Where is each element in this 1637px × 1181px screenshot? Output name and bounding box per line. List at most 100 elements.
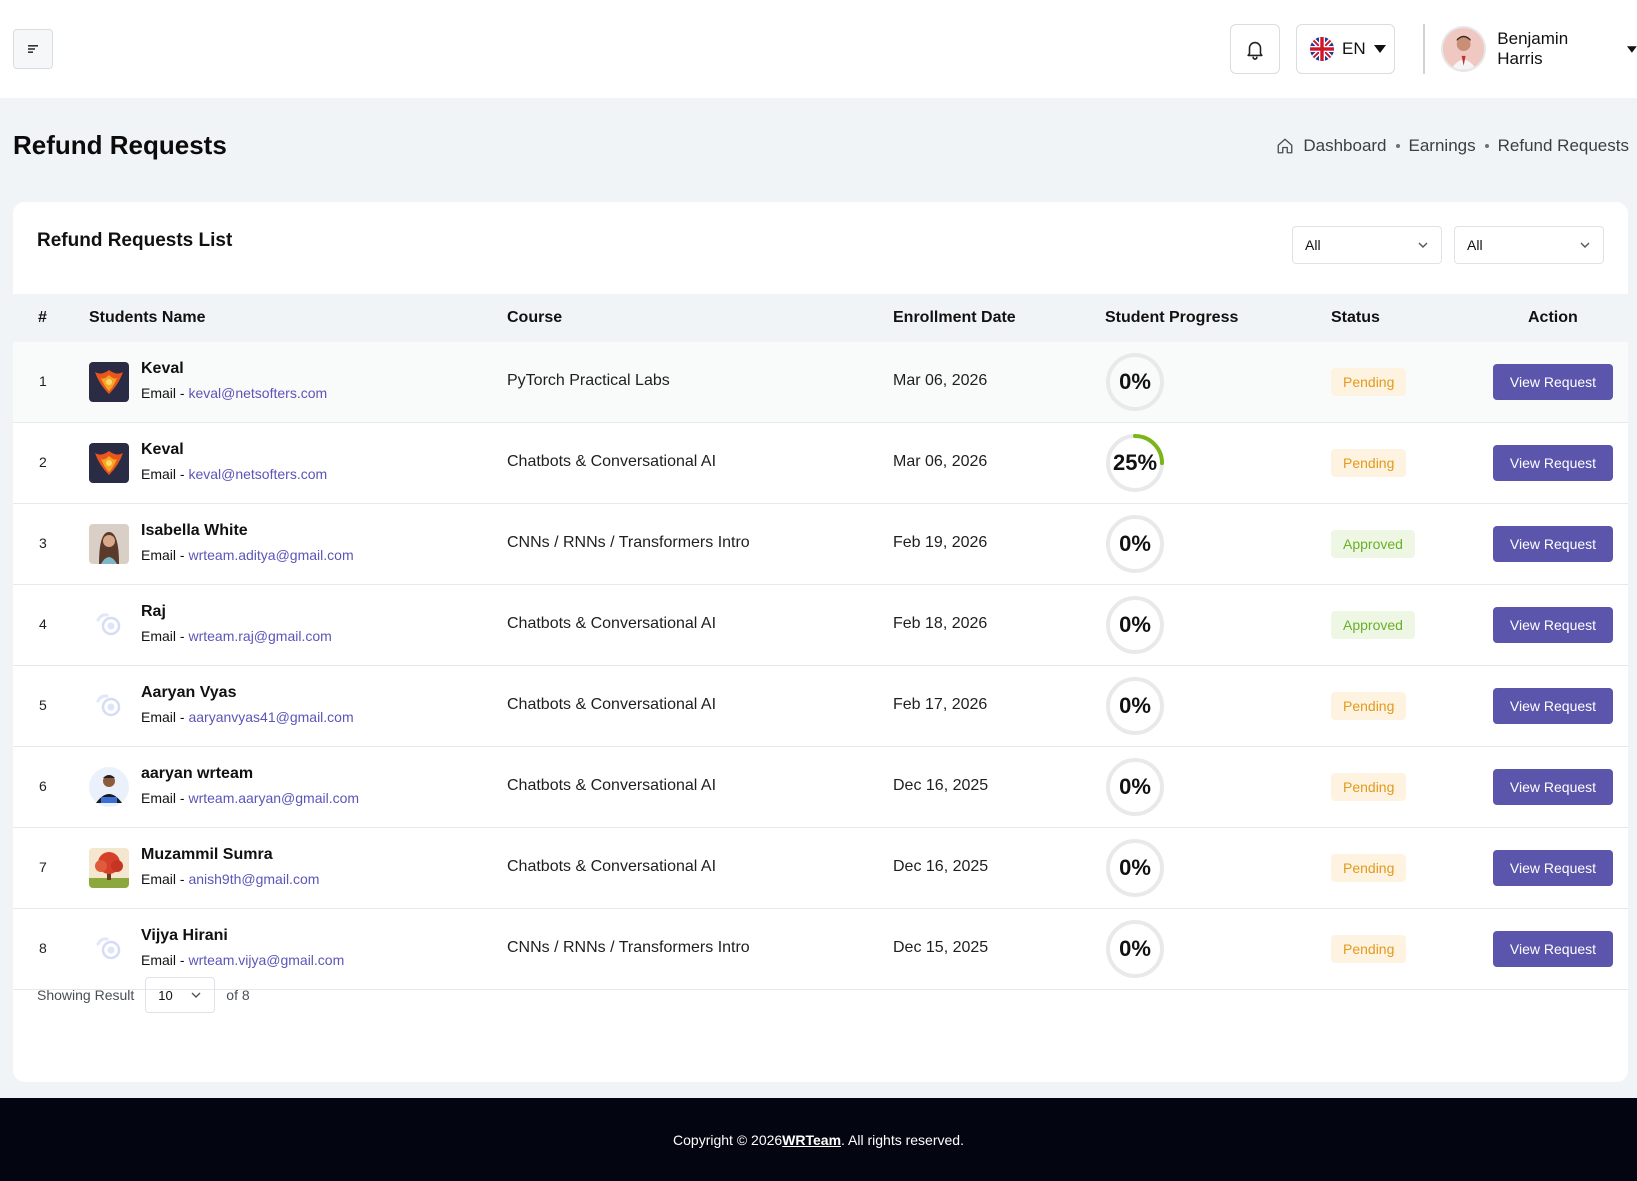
footer: Copyright © 2026 WRTeam . All rights res… bbox=[0, 1098, 1637, 1181]
student-email[interactable]: keval@netsofters.com bbox=[188, 385, 328, 401]
copyright-suffix: . All rights reserved. bbox=[841, 1131, 964, 1148]
progress-ring: 0% bbox=[1105, 757, 1165, 817]
uk-flag-icon bbox=[1310, 37, 1334, 61]
row-number: 8 bbox=[39, 940, 47, 956]
per-page-select[interactable]: 10 bbox=[145, 977, 216, 1013]
top-navbar: EN Benjamin Harris bbox=[0, 0, 1637, 98]
menu-toggle-button[interactable] bbox=[13, 29, 53, 69]
bell-icon bbox=[1247, 41, 1263, 60]
student-email[interactable]: anish9th@gmail.com bbox=[188, 871, 320, 887]
view-request-button[interactable]: View Request bbox=[1493, 607, 1613, 643]
table-row: 8 Vijya Hirani Email - wrteam.vijya@gmail.… bbox=[13, 909, 1628, 990]
col-action: Action bbox=[1528, 309, 1578, 326]
row-number: 1 bbox=[39, 373, 47, 389]
enrollment-date: Dec 16, 2025 bbox=[893, 777, 989, 794]
view-request-button[interactable]: View Request bbox=[1493, 850, 1613, 886]
email-label: Email - bbox=[141, 628, 189, 644]
progress-value: 0% bbox=[1119, 612, 1151, 637]
student-avatar bbox=[89, 848, 129, 888]
student-email[interactable]: wrteam.aaryan@gmail.com bbox=[188, 790, 360, 806]
row-number: 5 bbox=[39, 697, 47, 713]
breadcrumb-earnings[interactable]: Earnings bbox=[1408, 136, 1476, 155]
student-email[interactable]: aaryanvyas41@gmail.com bbox=[188, 709, 354, 725]
chevron-down-icon bbox=[1580, 242, 1590, 248]
student-email-line: Email - wrteam.raj@gmail.com bbox=[141, 628, 332, 644]
student-email[interactable]: wrteam.aditya@gmail.com bbox=[188, 547, 354, 563]
student-avatar bbox=[89, 605, 129, 645]
progress-value: 0% bbox=[1119, 369, 1151, 394]
view-request-button[interactable]: View Request bbox=[1493, 445, 1613, 481]
chevron-down-icon bbox=[1418, 242, 1428, 248]
view-request-button[interactable]: View Request bbox=[1493, 364, 1613, 400]
per-page-value: 10 bbox=[158, 987, 173, 1003]
filter-select-1-value: All bbox=[1305, 237, 1321, 253]
enrollment-date: Mar 06, 2026 bbox=[893, 453, 988, 470]
progress-ring: 0% bbox=[1105, 919, 1165, 979]
progress-value: 0% bbox=[1119, 855, 1151, 880]
enrollment-date: Feb 17, 2026 bbox=[893, 696, 988, 713]
copyright-prefix: Copyright © 2026 bbox=[673, 1131, 783, 1148]
breadcrumb: Dashboard Earnings Refund Requests bbox=[1276, 136, 1629, 156]
progress-ring: 0% bbox=[1105, 514, 1165, 574]
card-title: Refund Requests List bbox=[37, 230, 233, 251]
course-name: Chatbots & Conversational AI bbox=[507, 453, 717, 470]
filter-select-2[interactable]: All bbox=[1454, 226, 1604, 264]
row-number: 4 bbox=[39, 616, 47, 632]
student-email[interactable]: keval@netsofters.com bbox=[188, 466, 328, 482]
col-enrollment-date: Enrollment Date bbox=[893, 309, 1016, 326]
student-email-line: Email - wrteam.vijya@gmail.com bbox=[141, 952, 344, 968]
page-title: Refund Requests bbox=[13, 130, 227, 160]
brand-link[interactable]: WRTeam bbox=[782, 1131, 842, 1148]
view-request-button[interactable]: View Request bbox=[1493, 769, 1613, 805]
progress-value: 25% bbox=[1112, 450, 1158, 475]
student-email-line: Email - wrteam.aditya@gmail.com bbox=[141, 547, 354, 563]
course-name: CNNs / RNNs / Transformers Intro bbox=[507, 534, 750, 551]
email-label: Email - bbox=[141, 871, 189, 887]
table-row: 7 Muzammil Sumra Email - anish9th@gmail.co… bbox=[13, 828, 1628, 909]
breadcrumb-dashboard[interactable]: Dashboard bbox=[1303, 136, 1387, 155]
student-name: Keval bbox=[141, 360, 184, 377]
table-row: 1 Keval Email - keval@netsofters.com PyTorc… bbox=[13, 342, 1628, 423]
user-menu[interactable]: Benjamin Harris bbox=[1441, 24, 1637, 74]
notifications-button[interactable] bbox=[1230, 24, 1280, 74]
enrollment-date: Dec 15, 2025 bbox=[893, 939, 989, 956]
pagination-label: Showing Result bbox=[37, 987, 135, 1003]
course-name: Chatbots & Conversational AI bbox=[507, 858, 717, 875]
row-number: 2 bbox=[39, 454, 47, 470]
view-request-button[interactable]: View Request bbox=[1493, 931, 1613, 967]
view-request-button[interactable]: View Request bbox=[1493, 688, 1613, 724]
student-name: Keval bbox=[141, 441, 184, 458]
email-label: Email - bbox=[141, 547, 189, 563]
student-email-line: Email - aaryanvyas41@gmail.com bbox=[141, 709, 354, 725]
email-label: Email - bbox=[141, 790, 189, 806]
student-email[interactable]: wrteam.vijya@gmail.com bbox=[188, 952, 345, 968]
enrollment-date: Feb 18, 2026 bbox=[893, 615, 988, 632]
home-icon bbox=[1277, 138, 1293, 154]
filter-select-2-value: All bbox=[1467, 237, 1483, 253]
status-badge: Pending bbox=[1331, 854, 1407, 882]
pagination-total: of 8 bbox=[226, 987, 250, 1003]
breadcrumb-current: Refund Requests bbox=[1497, 136, 1629, 155]
student-email[interactable]: wrteam.raj@gmail.com bbox=[188, 628, 332, 644]
progress-value: 0% bbox=[1119, 774, 1151, 799]
progress-value: 0% bbox=[1119, 693, 1151, 718]
pagination: Showing Result 10 of 8 bbox=[37, 977, 250, 1013]
table-row: 3 Isabella White Email - wrteam.aditya@gma… bbox=[13, 504, 1628, 585]
breadcrumb-separator bbox=[1395, 144, 1400, 148]
student-name: Raj bbox=[141, 603, 166, 620]
student-name: Isabella White bbox=[141, 522, 248, 539]
view-request-button[interactable]: View Request bbox=[1493, 526, 1613, 562]
col-course: Course bbox=[507, 309, 563, 326]
student-avatar bbox=[89, 767, 129, 807]
progress-ring: 25% bbox=[1105, 433, 1165, 493]
email-label: Email - bbox=[141, 952, 189, 968]
user-name: Benjamin Harris bbox=[1497, 29, 1569, 68]
progress-value: 0% bbox=[1119, 531, 1151, 556]
filter-select-1[interactable]: All bbox=[1292, 226, 1442, 264]
email-label: Email - bbox=[141, 466, 189, 482]
table-row: 2 Keval Email - keval@netsofters.com Chatbo… bbox=[13, 423, 1628, 504]
breadcrumb-separator bbox=[1484, 144, 1489, 148]
language-selector[interactable]: EN bbox=[1296, 24, 1395, 74]
email-label: Email - bbox=[141, 385, 189, 401]
course-name: PyTorch Practical Labs bbox=[507, 372, 670, 389]
